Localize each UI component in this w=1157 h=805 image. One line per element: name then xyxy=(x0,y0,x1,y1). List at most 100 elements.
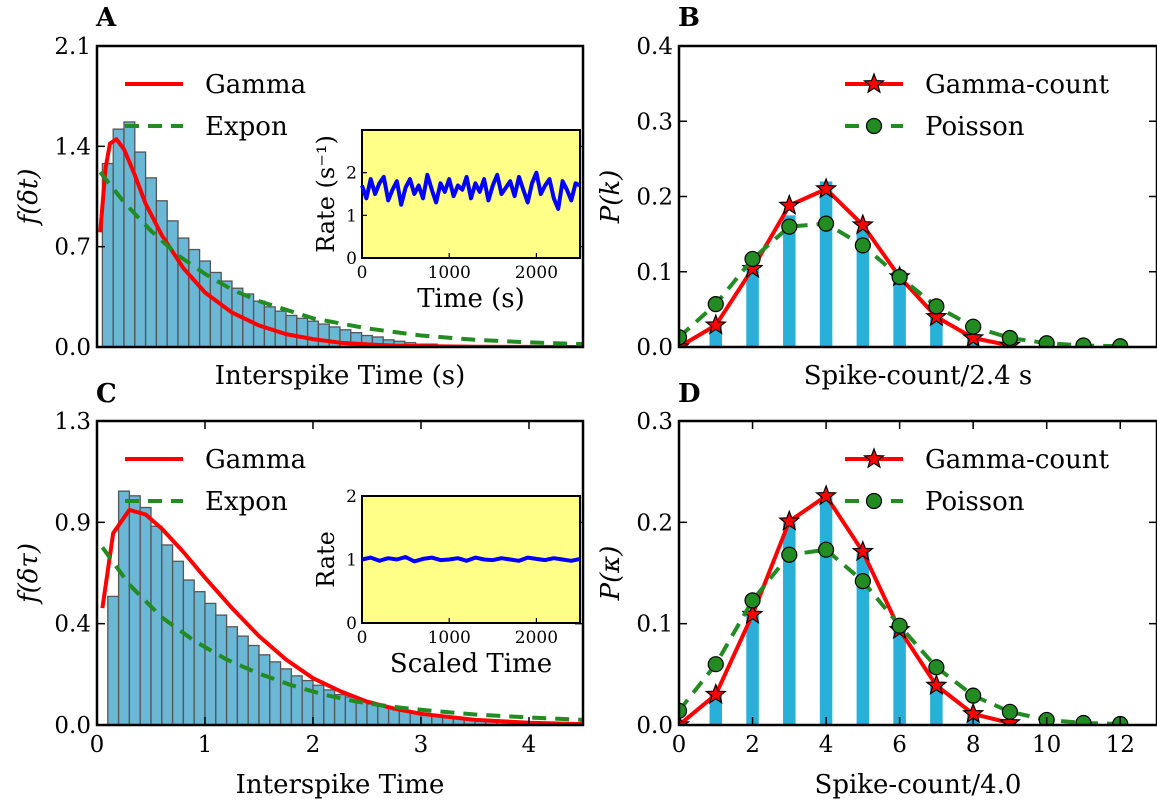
legend-label: Poisson xyxy=(925,487,1025,517)
histogram-bar xyxy=(279,668,293,725)
x-tick-label: 2 xyxy=(306,732,321,758)
histogram-bar xyxy=(139,506,152,725)
y-tick-label: 0.7 xyxy=(54,235,91,261)
legend-label: Expon xyxy=(205,487,288,517)
histogram-bar xyxy=(161,544,174,725)
data-point xyxy=(707,296,724,313)
legend-marker xyxy=(865,117,883,135)
data-point xyxy=(851,539,875,562)
data-point xyxy=(817,541,835,558)
data-point xyxy=(1001,329,1019,347)
histogram-bar xyxy=(317,323,330,347)
plot-area xyxy=(679,484,1129,725)
data-point xyxy=(925,305,948,327)
data-point xyxy=(925,673,948,695)
histogram-bar xyxy=(112,128,125,347)
y-tick-label: 0.0 xyxy=(54,713,91,739)
legend-label: Expon xyxy=(205,112,288,142)
series-line xyxy=(98,170,583,347)
data-point xyxy=(1001,703,1019,720)
histogram-bar xyxy=(236,635,249,725)
chart-panel-D: 0.0 0.1 0.2 0.3 0 2 4 6 8 10 12 Spike-count/4.0 P(κ)… xyxy=(596,409,1157,800)
y-tick-label: 0.1 xyxy=(636,260,673,286)
inset-x-axis-label: Scaled Time xyxy=(390,649,552,679)
x-tick-label: 12 xyxy=(1106,732,1135,758)
data-point xyxy=(679,713,691,725)
x-tick-label: 3 xyxy=(414,732,429,758)
histogram-bar xyxy=(128,495,141,725)
y-axis-label: P(κ) xyxy=(596,546,626,602)
y-tick-label: 1.4 xyxy=(54,134,91,160)
histogram-bar xyxy=(193,591,206,725)
histogram-bar xyxy=(296,317,309,347)
histogram-bar xyxy=(269,661,282,725)
data-point xyxy=(928,298,945,315)
legend-label: Poisson xyxy=(925,112,1025,142)
data-point xyxy=(891,617,908,634)
axes-frame xyxy=(95,419,585,727)
y-tick-label: 0.3 xyxy=(636,409,673,435)
y-axis-label: P(k) xyxy=(596,170,626,225)
count-bar xyxy=(783,522,796,725)
histogram-bar xyxy=(285,314,298,347)
data-point xyxy=(854,237,871,254)
inset-x-axis-label: Time (s) xyxy=(417,284,525,314)
legend-label: Gamma-count xyxy=(925,445,1110,475)
data-point xyxy=(704,682,727,705)
histogram-bar xyxy=(166,220,179,347)
x-tick-label: 1 xyxy=(198,732,213,758)
data-point xyxy=(1038,335,1055,347)
legend-label: Gamma-count xyxy=(925,70,1110,100)
data-point xyxy=(1075,337,1092,347)
inset-x-tick-label: 1000 xyxy=(428,263,471,283)
legend-marker xyxy=(862,447,886,469)
y-axis-label: f(δτ) xyxy=(14,543,44,605)
count-bar xyxy=(709,694,723,725)
data-point xyxy=(781,546,798,563)
data-point xyxy=(704,313,727,335)
histogram-bar xyxy=(290,675,303,725)
inset-y-tick-label: 2 xyxy=(346,164,357,184)
data-point xyxy=(928,659,945,676)
inset-y-tick-label: 1 xyxy=(346,206,357,226)
count-bar xyxy=(746,267,759,347)
count-bar xyxy=(746,613,759,725)
y-tick-label: 0.0 xyxy=(636,335,673,361)
y-tick-label: 0.4 xyxy=(636,34,673,60)
x-tick-label: 0 xyxy=(90,732,105,758)
y-tick-label: 1.3 xyxy=(54,409,91,435)
count-bar xyxy=(819,493,833,725)
x-tick-label: 8 xyxy=(966,732,981,758)
x-axis-label: Interspike Time (s) xyxy=(215,361,466,391)
inset-y-axis-label: Rate xyxy=(312,531,340,588)
series-line xyxy=(100,546,583,722)
histogram-bar xyxy=(204,602,217,725)
histogram-bar xyxy=(107,595,120,725)
x-tick-label: 4 xyxy=(819,732,834,758)
histogram-bar xyxy=(220,280,233,347)
inset-x-tick-label: 2000 xyxy=(515,628,558,648)
data-point xyxy=(744,592,761,609)
histogram-bar xyxy=(215,614,228,725)
count-bar xyxy=(893,628,906,725)
histogram-bar xyxy=(258,654,271,725)
y-tick-label: 0.4 xyxy=(54,612,91,638)
x-tick-label: 10 xyxy=(1032,732,1061,758)
y-tick-label: 2.1 xyxy=(54,34,91,60)
data-point xyxy=(854,573,871,590)
data-point xyxy=(778,193,801,215)
inset-x-tick-label: 0 xyxy=(357,263,368,283)
legend-marker xyxy=(862,72,886,94)
histogram-bar xyxy=(155,200,168,347)
data-point xyxy=(744,250,761,268)
data-point xyxy=(707,656,724,673)
data-point xyxy=(817,215,835,232)
histogram-bar xyxy=(225,626,239,725)
data-point xyxy=(965,318,982,335)
data-point xyxy=(891,268,908,286)
data-point xyxy=(778,509,801,531)
histogram-bar xyxy=(182,579,195,725)
y-tick-label: 0.9 xyxy=(54,510,91,536)
